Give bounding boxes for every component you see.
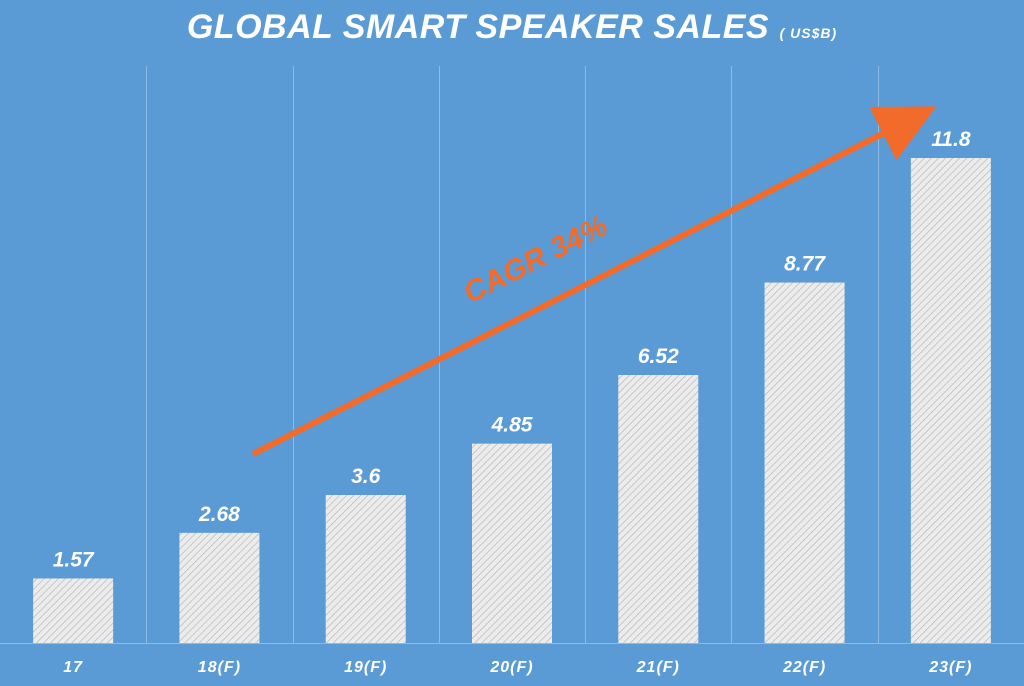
x-tick-label: 17 xyxy=(63,659,83,676)
cagr-label: CAGR 34% xyxy=(458,209,613,310)
x-tick-label: 22(F) xyxy=(782,659,826,676)
x-tick-label: 20(F) xyxy=(489,659,533,676)
x-tick-label: 23(F) xyxy=(928,659,972,676)
cagr-arrow xyxy=(251,106,937,457)
data-label: 2.68 xyxy=(198,503,240,526)
bar-19(F) xyxy=(325,495,406,643)
bar-20(F) xyxy=(472,443,552,643)
data-label: 4.85 xyxy=(491,414,533,437)
chart-unit-label: ( US$B) xyxy=(779,25,838,41)
data-labels: 1.57 2.68 3.6 4.85 6.52 8.77 11.8 xyxy=(53,128,971,571)
bar-23(F) xyxy=(910,158,991,643)
data-label: 11.8 xyxy=(931,128,971,151)
data-label: 8.77 xyxy=(784,253,826,276)
x-tick-label: 21(F) xyxy=(636,659,680,676)
bar-18(F) xyxy=(179,532,260,643)
x-tick-label: 19(F) xyxy=(344,659,387,676)
x-tick-label: 18(F) xyxy=(198,659,241,676)
chart-title: GLOBAL SMART SPEAKER SALES ( US$B) xyxy=(0,8,1024,47)
x-axis-ticks: 17 18(F) 19(F) 20(F) 21(F) 22(F) 23(F) xyxy=(63,659,972,676)
bar-22(F) xyxy=(764,282,845,643)
chart-title-text: GLOBAL SMART SPEAKER SALES xyxy=(186,8,770,46)
data-label: 1.57 xyxy=(53,548,95,571)
bars xyxy=(33,158,991,643)
bar-17 xyxy=(33,578,114,643)
data-label: 3.6 xyxy=(351,465,381,488)
data-label: 6.52 xyxy=(638,345,679,368)
bar-21(F) xyxy=(618,375,699,643)
gridlines xyxy=(0,66,1024,644)
